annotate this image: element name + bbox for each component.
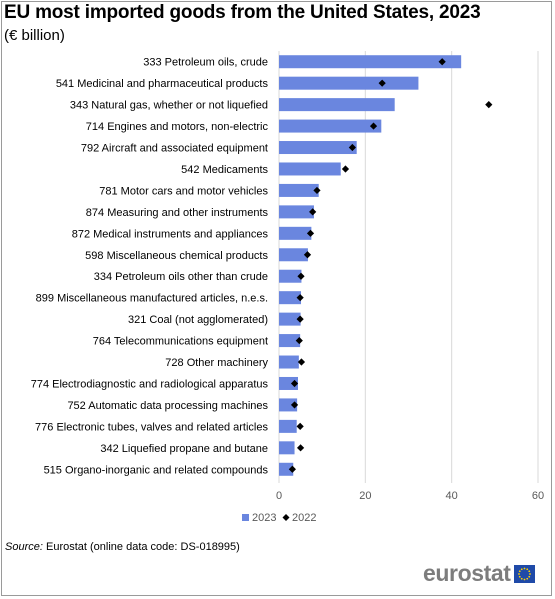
bar-2023 <box>279 269 302 283</box>
category-label: 764 Telecommunications equipment <box>93 336 268 348</box>
legend-swatch-2023 <box>242 514 249 521</box>
marker-2022 <box>306 229 315 237</box>
marker-2022 <box>296 315 304 323</box>
bar-2023 <box>279 462 294 476</box>
category-label: 321 Coal (not agglomerated) <box>128 314 268 326</box>
bar-2023 <box>279 183 319 197</box>
flag-star <box>523 567 525 569</box>
category-label: 781 Motor cars and motor vehicles <box>99 185 268 197</box>
bars-2023 <box>279 55 462 476</box>
flag-star <box>525 567 528 570</box>
marker-2022 <box>378 79 386 87</box>
source-label: Source: <box>5 541 43 553</box>
eurostat-wordmark: eurostat <box>423 560 511 586</box>
bar-2023 <box>279 291 302 305</box>
category-label: 334 Petroleum oils other than crude <box>94 271 268 283</box>
marker-2022 <box>290 379 299 388</box>
category-label: 598 Miscellaneous chemical products <box>85 250 268 262</box>
legend-swatch-2022 <box>282 514 290 521</box>
bar-2023 <box>279 376 298 390</box>
category-label: 774 Electrodiagnostic and radiological a… <box>31 378 269 390</box>
eu-flag-icon <box>513 564 535 583</box>
gridlines <box>278 51 539 483</box>
legend: 2023 2022 <box>242 512 316 524</box>
category-label: 752 Automatic data processing machines <box>67 400 268 412</box>
marker-2022 <box>288 465 296 473</box>
bar-2023 <box>279 312 301 326</box>
bar-2023 <box>279 419 297 433</box>
legend-label-2023: 2023 <box>252 512 276 524</box>
category-label: 515 Organo-inorganic and related compoun… <box>44 464 269 476</box>
category-label: 899 Miscellaneous manufactured articles,… <box>36 293 268 305</box>
marker-2022 <box>297 272 305 280</box>
bar-2023 <box>279 226 312 240</box>
flag-star <box>525 577 528 580</box>
marker-2022 <box>348 143 356 152</box>
legend-label-2022: 2022 <box>292 512 316 524</box>
marker-2022 <box>438 58 446 66</box>
category-label: 728 Other machinery <box>165 357 268 369</box>
flag-star <box>518 569 521 572</box>
bar-2023 <box>279 55 462 69</box>
marker-2022 <box>295 336 303 345</box>
x-tick-label: 60 <box>532 490 544 502</box>
bar-2023 <box>279 398 298 412</box>
flag-star <box>523 578 525 580</box>
bar-2023 <box>279 98 395 112</box>
flag-star <box>520 567 523 570</box>
category-label: 872 Medical instruments and appliances <box>72 228 269 240</box>
flag-star <box>518 575 521 578</box>
marker-2022 <box>369 122 378 130</box>
bar-2023 <box>279 205 314 219</box>
chart-subtitle: (€ billion) <box>4 27 65 44</box>
category-label: 333 Petroleum oils, crude <box>143 57 268 69</box>
flag-star <box>517 572 520 575</box>
bar-chart: 333 Petroleum oils, crude 541 Medicinal a… <box>31 51 544 524</box>
marker-2022 <box>485 101 493 109</box>
markers-2022 <box>288 58 493 473</box>
flag-star <box>528 572 531 575</box>
category-label: 874 Measuring and other instruments <box>86 207 269 219</box>
bar-2023 <box>279 141 357 155</box>
eurostat-logo: eurostat <box>423 560 535 587</box>
category-label: 792 Aircraft and associated equipment <box>81 143 268 155</box>
flag-star <box>527 569 530 572</box>
flag-star <box>527 575 530 578</box>
source-text: Eurostat (online data code: DS-018995) <box>45 541 240 553</box>
marker-2022 <box>290 401 299 409</box>
bar-2023 <box>279 441 295 455</box>
bar-2023 <box>279 355 299 369</box>
x-tick-label: 0 <box>276 490 282 502</box>
source-note: Source: Eurostat (online data code: DS-0… <box>5 541 240 553</box>
marker-2022 <box>296 294 304 302</box>
category-label: 541 Medicinal and pharmaceutical product… <box>56 78 269 90</box>
flag-star <box>520 577 523 580</box>
marker-2022 <box>303 251 312 259</box>
category-label: 343 Natural gas, whether or not liquefie… <box>70 100 268 112</box>
x-tick-label: 40 <box>446 490 458 502</box>
category-labels: 333 Petroleum oils, crude 541 Medicinal a… <box>31 57 269 477</box>
bar-2023 <box>279 334 301 348</box>
flag-field <box>513 564 535 583</box>
bar-2023 <box>279 119 382 133</box>
bar-2023 <box>279 248 308 262</box>
marker-2022 <box>313 186 321 195</box>
category-label: 714 Engines and motors, non-electric <box>86 121 269 133</box>
category-label: 776 Electronic tubes, valves and related… <box>35 421 268 433</box>
marker-2022 <box>309 208 317 216</box>
category-label: 542 Medicaments <box>181 164 268 176</box>
x-axis-ticks: 0 20 40 60 <box>276 490 544 502</box>
marker-2022 <box>296 422 304 430</box>
marker-2022 <box>296 444 305 452</box>
marker-2022 <box>297 358 306 366</box>
x-tick-label: 20 <box>359 490 371 502</box>
bar-2023 <box>279 76 419 90</box>
marker-2022 <box>341 165 350 173</box>
chart-title: EU most imported goods from the United S… <box>4 2 481 23</box>
bar-2023 <box>279 162 341 176</box>
category-label: 342 Liquefied propane and butane <box>100 443 268 455</box>
